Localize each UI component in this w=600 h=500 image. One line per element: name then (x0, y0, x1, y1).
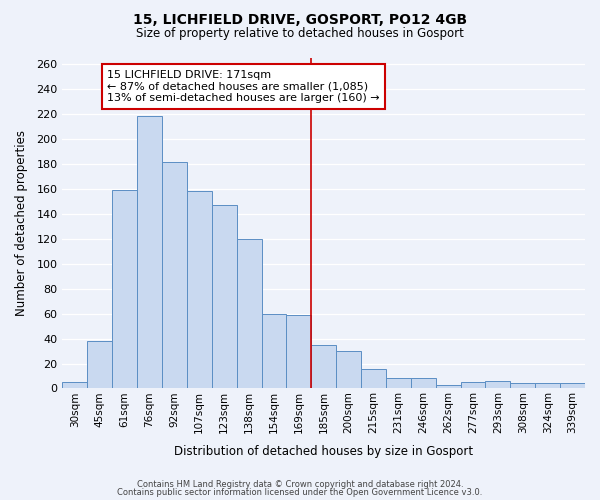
Bar (535, 384, 560, 388)
Bar (560, 384, 585, 388)
Bar (137, 116, 162, 388)
X-axis label: Distribution of detached houses by size in Gosport: Distribution of detached houses by size … (174, 444, 473, 458)
Bar (286, 315, 311, 388)
Bar (62, 382, 88, 388)
Text: 15, LICHFIELD DRIVE, GOSPORT, PO12 4GB: 15, LICHFIELD DRIVE, GOSPORT, PO12 4GB (133, 12, 467, 26)
Bar (436, 384, 461, 388)
Bar (112, 190, 137, 388)
Text: Size of property relative to detached houses in Gosport: Size of property relative to detached ho… (136, 28, 464, 40)
Y-axis label: Number of detached properties: Number of detached properties (15, 130, 28, 316)
Bar (485, 381, 511, 388)
Bar (88, 341, 112, 388)
Bar (386, 378, 411, 388)
Bar (162, 162, 187, 388)
Text: Contains public sector information licensed under the Open Government Licence v3: Contains public sector information licen… (118, 488, 482, 497)
Text: Contains HM Land Registry data © Crown copyright and database right 2024.: Contains HM Land Registry data © Crown c… (137, 480, 463, 489)
Bar (336, 351, 361, 389)
Bar (262, 314, 286, 388)
Bar (236, 238, 262, 388)
Bar (511, 384, 535, 388)
Bar (461, 382, 485, 388)
Text: 15 LICHFIELD DRIVE: 171sqm
← 87% of detached houses are smaller (1,085)
13% of s: 15 LICHFIELD DRIVE: 171sqm ← 87% of deta… (107, 70, 380, 103)
Bar (212, 205, 236, 388)
Bar (311, 345, 336, 389)
Bar (187, 191, 212, 388)
Bar (411, 378, 436, 388)
Bar (361, 368, 386, 388)
